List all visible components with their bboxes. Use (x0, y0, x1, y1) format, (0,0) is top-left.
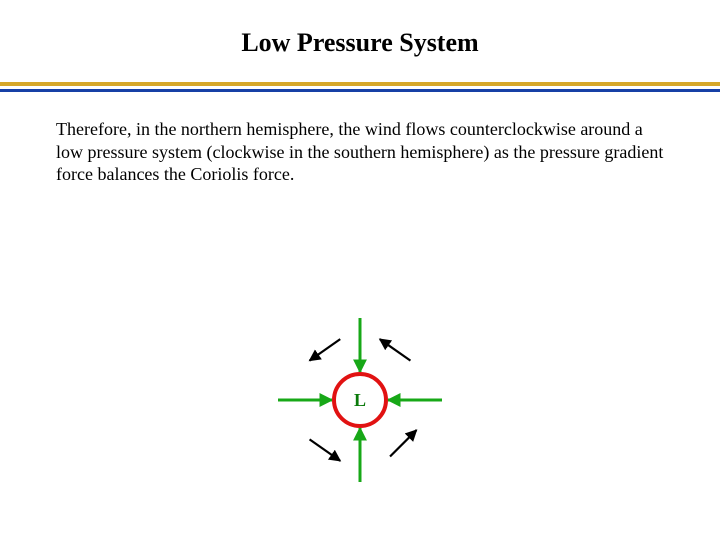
low-label: L (354, 390, 366, 410)
wind-direction-arrow (310, 339, 341, 360)
wind-direction-arrow (380, 339, 411, 360)
divider-bottom-bar (0, 89, 720, 92)
body-paragraph: Therefore, in the northern hemisphere, t… (56, 118, 664, 186)
page-title: Low Pressure System (0, 0, 720, 58)
title-divider (0, 82, 720, 92)
wind-direction-arrow (310, 439, 341, 460)
wind-direction-arrow (390, 430, 416, 456)
low-pressure-diagram: L (240, 290, 480, 510)
